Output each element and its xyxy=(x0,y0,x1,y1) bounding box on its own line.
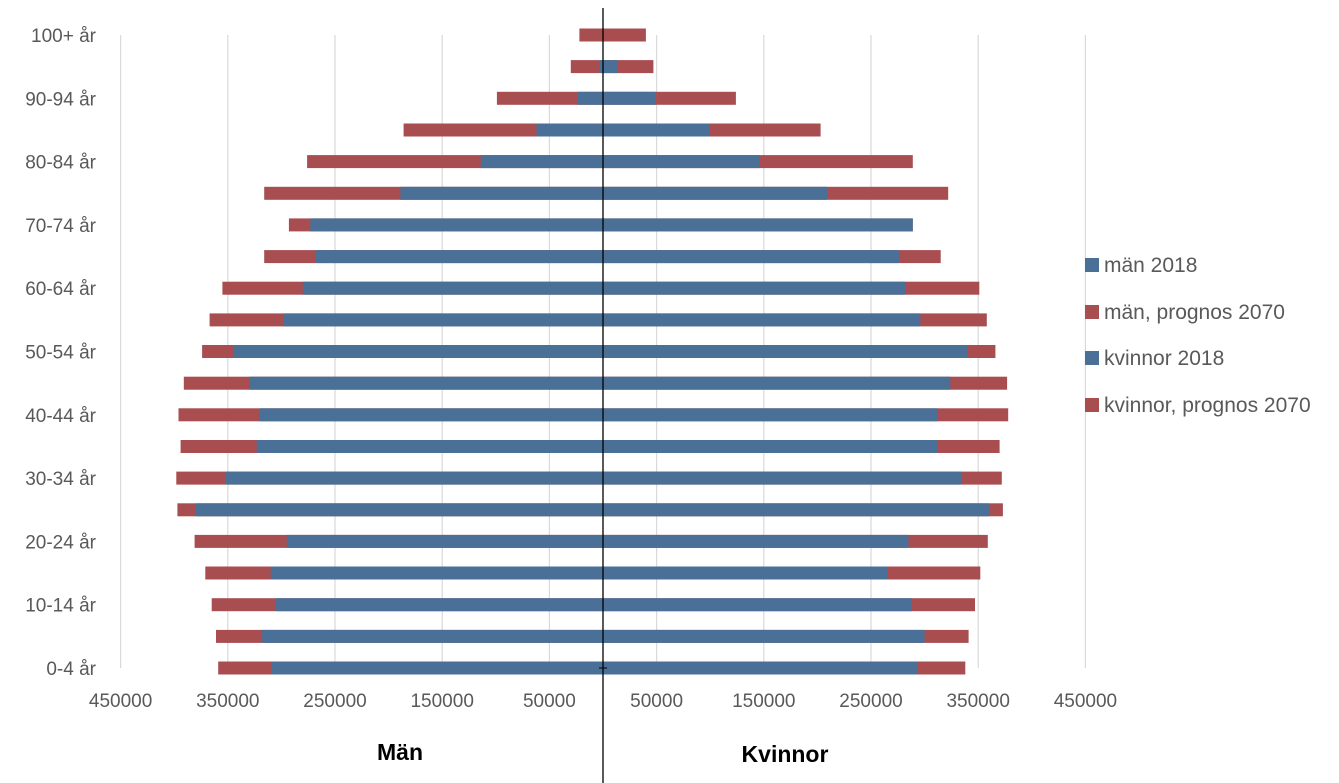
left-side-label: Män xyxy=(377,739,423,765)
bar-kvinnor-2018-1 xyxy=(603,629,925,643)
y-tick-label: 100+ år xyxy=(31,26,97,47)
legend-label: kvinnor 2018 xyxy=(1104,347,1224,370)
legend-swatch xyxy=(1085,305,1099,319)
bar-kvinnor-2018-19 xyxy=(603,60,618,74)
legend-swatch xyxy=(1085,351,1099,365)
y-tick-label: 80-84 år xyxy=(25,153,96,174)
legend-swatch xyxy=(1085,398,1099,412)
x-tick-label-left: 450000 xyxy=(89,691,152,712)
bar-m-n-2018-4 xyxy=(286,534,603,548)
bar-m-n-2018-15 xyxy=(400,186,603,200)
bar-m-n-2018-12 xyxy=(302,281,603,295)
bar-kvinnor-2018-3 xyxy=(603,566,888,580)
bar-m-n-2018-16 xyxy=(480,155,603,169)
legend-label: män, prognos 2070 xyxy=(1104,301,1285,324)
bar-m-n-2018-3 xyxy=(270,566,603,580)
y-tick-label: 60-64 år xyxy=(25,279,96,300)
legend-label: kvinnor, prognos 2070 xyxy=(1104,394,1311,417)
bar-kvinnor-2018-11 xyxy=(603,313,921,327)
bar-m-n-2018-14 xyxy=(310,218,603,232)
bar-kvinnor-2018-15 xyxy=(603,186,827,200)
bar-m-n-2018-19 xyxy=(599,60,603,74)
bar-m-n-2018-8 xyxy=(260,408,603,422)
y-tick-label: 90-94 år xyxy=(25,89,96,110)
y-tick-label: 50-54 år xyxy=(25,343,96,364)
x-tick-label-right: 350000 xyxy=(946,691,1009,712)
bar-kvinnor-prognos-2070-20 xyxy=(603,28,646,42)
bar-kvinnor-2018-9 xyxy=(603,376,951,390)
bar-kvinnor-2018-17 xyxy=(603,123,710,137)
legend: män 2018 män, prognos 2070 kvinnor 2018 kvi… xyxy=(1085,254,1311,417)
bar-m-n-prognos-2070-20 xyxy=(579,28,603,42)
bar-m-n-2018-13 xyxy=(315,250,603,264)
x-tick-label-right: 50000 xyxy=(630,691,683,712)
bar-m-n-2018-10 xyxy=(233,345,603,358)
x-tick-label-right: 450000 xyxy=(1054,691,1117,712)
bar-m-n-2018-5 xyxy=(195,503,603,517)
bar-m-n-prognos-2070-19 xyxy=(570,60,603,74)
bar-m-n-2018-17 xyxy=(536,123,603,137)
bar-kvinnor-2018-7 xyxy=(603,440,938,453)
x-tick-label-left: 350000 xyxy=(196,691,259,712)
legend-swatch xyxy=(1085,258,1099,272)
bar-kvinnor-2018-10 xyxy=(603,345,968,358)
x-tick-label-left: 250000 xyxy=(303,691,366,712)
bar-kvinnor-2018-6 xyxy=(603,471,961,485)
y-tick-label: 10-14 år xyxy=(25,596,96,617)
bar-m-n-2018-9 xyxy=(249,376,603,390)
bar-kvinnor-2018-8 xyxy=(603,408,938,422)
bars xyxy=(176,28,1009,675)
y-tick-label: 0-4 år xyxy=(46,659,96,680)
bar-kvinnor-2018-5 xyxy=(603,503,989,517)
x-tick-label-left: 150000 xyxy=(410,691,473,712)
bar-m-n-2018-6 xyxy=(225,471,603,485)
bar-m-n-2018-18 xyxy=(577,91,603,105)
bar-kvinnor-2018-16 xyxy=(603,155,760,169)
bar-m-n-2018-7 xyxy=(256,440,603,453)
bar-m-n-2018-0 xyxy=(271,661,603,675)
y-axis-tick-labels: 0-4 år 10-14 år 20-24 år 30-34 år 40-44 år 50… xyxy=(25,26,96,680)
bar-kvinnor-2018-13 xyxy=(603,250,899,264)
y-tick-label: 70-74 år xyxy=(25,216,96,237)
axes xyxy=(599,8,607,783)
bar-kvinnor-2018-14 xyxy=(603,218,913,232)
x-tick-label-right: 150000 xyxy=(732,691,795,712)
y-tick-label: 30-34 år xyxy=(25,469,96,490)
bar-kvinnor-2018-18 xyxy=(603,91,656,105)
x-axis-tick-labels: 450000 350000 250000 150000 50000 50000 150000… xyxy=(89,691,1117,712)
bar-kvinnor-2018-2 xyxy=(603,598,912,612)
y-tick-label: 20-24 år xyxy=(25,532,96,553)
y-tick-label: 40-44 år xyxy=(25,406,96,427)
bar-m-n-2018-2 xyxy=(276,598,603,612)
bar-kvinnor-2018-0 xyxy=(603,661,918,675)
bar-m-n-2018-1 xyxy=(262,629,603,643)
bar-kvinnor-2018-12 xyxy=(603,281,906,295)
bar-m-n-2018-11 xyxy=(283,313,603,327)
bar-m-n-prognos-2070-18 xyxy=(496,91,603,105)
legend-label: män 2018 xyxy=(1104,254,1197,277)
right-side-label: Kvinnor xyxy=(742,741,829,767)
x-tick-label-left: 50000 xyxy=(523,691,576,712)
x-tick-label-right: 250000 xyxy=(839,691,902,712)
bar-kvinnor-2018-4 xyxy=(603,534,909,548)
